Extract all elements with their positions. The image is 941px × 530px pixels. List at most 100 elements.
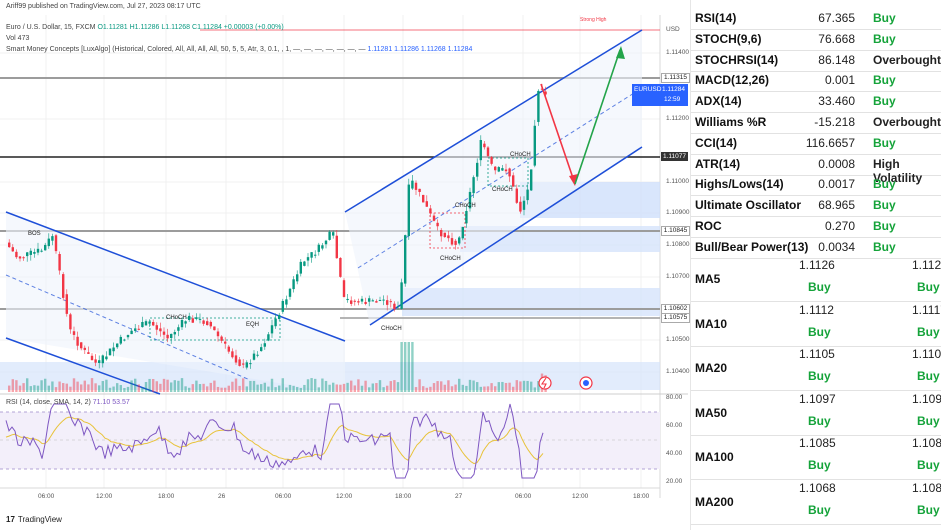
volume-bar bbox=[515, 380, 518, 392]
indicator-name: Bull/Bear Power(13) bbox=[695, 239, 809, 254]
candle bbox=[393, 303, 396, 310]
candle bbox=[83, 347, 86, 350]
candle bbox=[80, 342, 83, 349]
candle bbox=[166, 334, 169, 339]
volume-bar bbox=[479, 386, 482, 392]
indicator-row: ADX(14) 33.460 Buy bbox=[691, 91, 941, 114]
volume-bar bbox=[26, 378, 29, 392]
candle bbox=[188, 315, 191, 320]
time-tick: 12:00 bbox=[96, 493, 113, 500]
candle bbox=[94, 359, 97, 363]
volume-bar bbox=[159, 383, 162, 392]
volume-bar bbox=[281, 378, 284, 392]
candle bbox=[422, 194, 425, 203]
indicator-action: Buy bbox=[873, 31, 896, 46]
indicator-name: CCI(14) bbox=[695, 135, 738, 150]
volume-bar bbox=[188, 387, 191, 392]
candle bbox=[260, 347, 263, 352]
volume-bar bbox=[256, 384, 259, 392]
volume-bar bbox=[378, 380, 382, 392]
tradingview-logo[interactable]: 17 TradingView bbox=[6, 515, 62, 524]
ma-simple-value: 1.1085 bbox=[799, 436, 836, 450]
indicator-action: Buy bbox=[873, 73, 896, 88]
chart-panel[interactable]: Ariff99 published on TradingView.com, Ju… bbox=[0, 0, 690, 530]
candle bbox=[472, 177, 475, 194]
ma-simple-action: Buy bbox=[808, 369, 831, 383]
volume-bar bbox=[350, 380, 353, 392]
demand-zone-lower bbox=[402, 288, 660, 316]
structure-tag: CHoCH bbox=[492, 187, 513, 193]
price-tick: 1.11400 bbox=[666, 49, 690, 56]
volume-bar bbox=[418, 379, 421, 392]
indicator-action: Buy bbox=[873, 219, 896, 233]
strong-high-label: Strong High bbox=[580, 17, 607, 23]
volume-bar bbox=[389, 381, 392, 392]
rsi-tick: 80.00 bbox=[666, 394, 683, 401]
volume-bar bbox=[504, 382, 508, 392]
candle bbox=[58, 254, 61, 271]
time-tick: 27 bbox=[455, 493, 463, 500]
volume-bar bbox=[15, 380, 18, 392]
volume-bar bbox=[47, 385, 50, 392]
volume-bar bbox=[288, 384, 292, 392]
candle bbox=[29, 250, 32, 255]
indicator-name: STOCH(9,6) bbox=[695, 31, 762, 46]
indicator-value: 0.270 bbox=[824, 219, 855, 233]
volume-bar bbox=[396, 382, 400, 392]
candle bbox=[119, 336, 122, 344]
volume-bar bbox=[490, 383, 493, 392]
candle bbox=[411, 180, 414, 189]
ma-simple-action: Buy bbox=[808, 413, 831, 428]
current-price: 1.11284 bbox=[662, 86, 686, 93]
volume-bar bbox=[90, 378, 94, 392]
candle bbox=[40, 250, 43, 252]
candle bbox=[522, 200, 526, 210]
ma-row: MA100 1.1085 1.1087 Buy Buy bbox=[691, 435, 941, 480]
ma-name: MA200 bbox=[695, 494, 734, 509]
up-channel-upper bbox=[344, 29, 643, 213]
volume-bar bbox=[242, 378, 245, 392]
indicator-name: STOCHRSI(14) bbox=[695, 52, 779, 67]
candle bbox=[321, 245, 324, 249]
price-level-tag: 1.10575 bbox=[661, 313, 690, 323]
volume-bar bbox=[18, 385, 22, 392]
indicator-row: Highs/Lows(14) 0.0017 Buy bbox=[691, 174, 941, 197]
candle bbox=[400, 282, 403, 309]
candle bbox=[454, 240, 457, 245]
volume-bar bbox=[267, 386, 270, 392]
volume-bar bbox=[180, 378, 184, 392]
candle bbox=[65, 294, 68, 314]
event-dot-icon bbox=[583, 380, 589, 386]
volume-bar bbox=[468, 379, 472, 392]
chart-canvas[interactable] bbox=[0, 0, 688, 530]
volume-bar bbox=[314, 378, 317, 392]
volume-bar bbox=[360, 385, 364, 392]
indicator-name: ATR(14) bbox=[695, 156, 741, 171]
ma-name: MA100 bbox=[695, 450, 734, 464]
volume-bar bbox=[522, 380, 526, 392]
candle bbox=[231, 351, 234, 358]
ma-exp-action: Buy bbox=[917, 502, 940, 517]
rsi-name: RSI (14, close, SMA, 14, 2) bbox=[6, 399, 91, 406]
candle bbox=[144, 321, 148, 326]
candle bbox=[184, 321, 187, 324]
tradingview-wordmark: TradingView bbox=[17, 515, 62, 524]
ma-exp-action: Buy bbox=[917, 458, 940, 472]
candle bbox=[494, 166, 497, 171]
candle bbox=[213, 326, 216, 331]
candle bbox=[465, 210, 468, 224]
flash-alert-icon[interactable] bbox=[538, 376, 552, 390]
indicator-value: 67.365 bbox=[818, 11, 855, 25]
candle bbox=[339, 257, 342, 277]
ma-simple-value: 1.1097 bbox=[799, 391, 836, 406]
candle bbox=[357, 301, 360, 303]
down-channel-mid bbox=[5, 274, 251, 381]
candle bbox=[173, 332, 176, 335]
candle bbox=[407, 184, 410, 237]
candle bbox=[224, 341, 227, 344]
price-tick: 1.10700 bbox=[666, 273, 690, 280]
candle bbox=[461, 226, 464, 239]
ma-name: MA20 bbox=[695, 361, 728, 375]
candle bbox=[15, 251, 18, 258]
volume-bar bbox=[508, 382, 511, 392]
